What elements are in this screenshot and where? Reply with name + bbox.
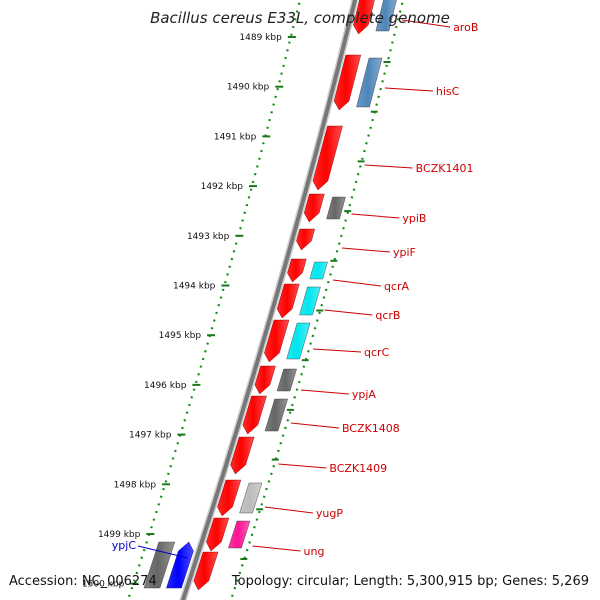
gene-arrow-forward[interactable] [287, 258, 307, 283]
gene-arrow-forward[interactable] [333, 54, 362, 111]
ruler-tick-label: 1499 kbp [98, 530, 141, 540]
gene-label-ypif[interactable]: ypiF [393, 246, 416, 259]
gene-label-leader [300, 389, 349, 395]
gene-category-box[interactable] [356, 57, 383, 108]
gene-label-leader [264, 506, 313, 514]
gene-arrow-forward[interactable] [230, 436, 255, 475]
gene-category-box[interactable] [326, 196, 346, 220]
gene-category-box[interactable] [239, 482, 263, 514]
gene-label-leader [278, 463, 327, 469]
gene-arrow-reverse[interactable] [166, 541, 194, 589]
gene-label-qcrc[interactable]: qcrC [364, 346, 390, 359]
gene-label-leader [313, 348, 362, 353]
gene-label-qcra[interactable]: qcrA [384, 280, 410, 293]
ruler-tick-label: 1500 kbp [82, 580, 125, 590]
gene-label-leader [252, 545, 301, 552]
gene-label-leader [332, 279, 382, 287]
ruler-tick-label: 1490 kbp [227, 83, 270, 93]
ruler-tick-label: 1494 kbp [173, 282, 216, 292]
genome-title: Bacillus cereus E33L, complete genome [150, 9, 450, 27]
ruler-tick-label: 1492 kbp [201, 182, 244, 192]
gene-label-leader [402, 19, 451, 28]
ruler-tick-label: 1489 kbp [239, 33, 282, 43]
gene-label-ypja[interactable]: ypjA [352, 388, 377, 401]
ruler-tick-label: 1498 kbp [114, 480, 157, 490]
gene-arrow-forward[interactable] [296, 228, 316, 251]
gene-label-qcrb[interactable]: qcrB [375, 309, 400, 322]
gene-label-leader [324, 309, 373, 316]
gene-label-arob[interactable]: aroB [453, 21, 478, 34]
gene-arrow-forward[interactable] [206, 517, 230, 552]
ruler-tick-label: 1493 kbp [187, 232, 230, 242]
genome-summary: Topology: circular; Length: 5,300,915 bp… [231, 574, 589, 589]
gene-category-box[interactable] [286, 322, 311, 360]
gene-label-hisc[interactable]: hisC [436, 85, 460, 98]
gene-category-box[interactable] [309, 261, 328, 280]
gene-arrow-forward[interactable] [303, 193, 325, 223]
gene-label-leader [341, 247, 391, 253]
gene-arrow-forward[interactable] [264, 319, 290, 363]
gene-arrow-forward[interactable] [254, 365, 276, 395]
ruler-tick-label: 1496 kbp [144, 381, 187, 391]
gene-label-ung[interactable]: ung [304, 545, 325, 558]
inner-dotted-ring [229, 0, 405, 600]
gene-label-leader [364, 164, 413, 169]
gene-arrow-forward[interactable] [353, 0, 375, 35]
gene-label-leader [290, 422, 339, 429]
gene-label-ypib[interactable]: ypiB [402, 212, 426, 225]
gene-label-leader [384, 87, 433, 92]
gene-category-box[interactable] [143, 541, 176, 589]
gene-arrow-forward[interactable] [276, 283, 300, 319]
gene-category-box[interactable] [375, 0, 397, 32]
gene-arrow-forward[interactable] [242, 395, 267, 435]
accession-label: Accession: NC_006274 [9, 574, 157, 589]
ruler-dotted-line [126, 0, 302, 600]
gene-label-leader [351, 213, 400, 219]
ruler-tick-label: 1491 kbp [214, 132, 257, 142]
gene-label-leader [137, 545, 189, 559]
gene-category-box[interactable] [228, 520, 251, 549]
gene-arrow-forward[interactable] [217, 479, 242, 517]
gene-label-bczk1401[interactable]: BCZK1401 [416, 162, 474, 175]
backbone-line [180, 0, 358, 600]
ruler-tick-label: 1497 kbp [129, 431, 172, 441]
gene-label-ypjc[interactable]: ypjC [112, 539, 137, 552]
gene-arrow-forward[interactable] [193, 551, 219, 591]
gene-category-box[interactable] [299, 286, 321, 316]
gene-category-box[interactable] [276, 368, 297, 392]
gene-arrow-forward[interactable] [312, 125, 343, 191]
gene-label-yugp[interactable]: yugP [316, 507, 343, 520]
ruler-tick-label: 1495 kbp [159, 331, 202, 341]
gene-label-bczk1408[interactable]: BCZK1408 [342, 422, 400, 435]
gene-label-bczk1409[interactable]: BCZK1409 [329, 462, 387, 475]
gene-category-box[interactable] [264, 398, 288, 432]
